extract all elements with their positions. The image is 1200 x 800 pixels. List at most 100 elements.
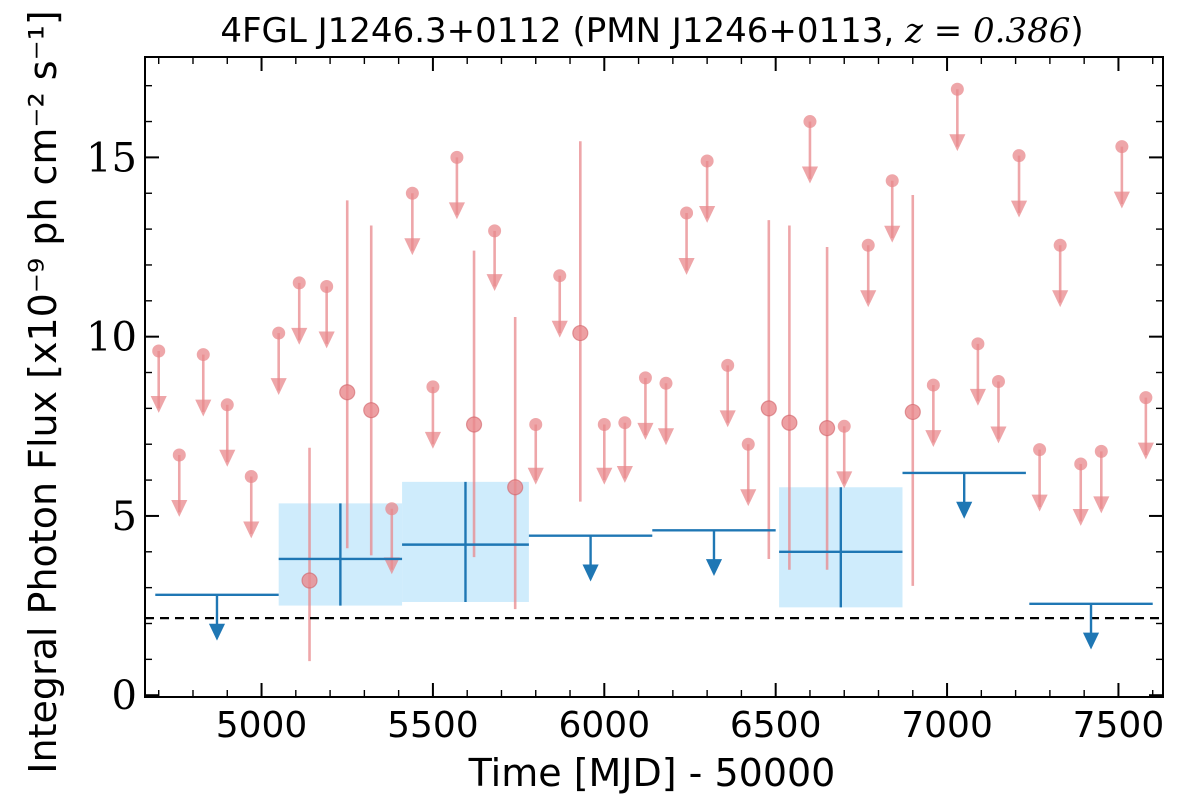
plot-area	[145, 82, 1163, 662]
y-tick-label-1: 5	[112, 494, 137, 540]
fine-upper-limit-point-11	[450, 150, 464, 164]
x-tick-label-1: 5500	[387, 705, 479, 746]
fine-upper-limit-point-31	[1012, 149, 1026, 163]
fine-upper-limit-34	[1072, 457, 1089, 526]
coarse-upper-limit-1	[528, 534, 653, 582]
fine-upper-limit-25	[860, 238, 877, 308]
fine-upper-limit-17	[637, 371, 654, 440]
coarse-upper-limit-2	[652, 529, 776, 577]
fine-upper-limit-arrow-1	[171, 500, 188, 517]
fine-detection-6	[760, 220, 777, 559]
fine-upper-limit-arrow-22	[740, 489, 757, 507]
fine-upper-limit-point-27	[926, 378, 940, 392]
fine-upper-limit-13	[527, 418, 544, 485]
fine-upper-limit-point-35	[1094, 444, 1108, 458]
fine-detection-point-2	[363, 402, 380, 419]
fine-upper-limit-arrow-31	[1010, 200, 1028, 218]
fine-upper-limit-point-34	[1074, 457, 1088, 471]
fine-upper-limit-4	[243, 469, 260, 539]
coarse-upper-limit-arrow-4	[1082, 632, 1100, 650]
fine-upper-limit-10	[424, 380, 441, 449]
fine-upper-limit-arrow-0	[150, 396, 167, 413]
fine-detection-0	[301, 447, 318, 662]
y-axis-label: Integral Photon Flux [x10⁻⁹ ph cm⁻² s⁻¹]	[21, 10, 65, 773]
fine-detection-point-4	[507, 479, 524, 496]
fine-upper-limit-arrow-12	[486, 274, 503, 292]
fine-upper-limit-21	[719, 358, 736, 428]
fine-upper-limit-32	[1031, 443, 1048, 512]
fine-upper-limit-37	[1137, 391, 1154, 460]
fine-upper-limit-30	[990, 374, 1007, 444]
coarse-upper-limit-4	[1029, 602, 1153, 650]
x-tick-label-4: 7000	[901, 705, 993, 746]
fine-upper-limit-point-22	[741, 437, 755, 451]
fine-upper-limit-24	[836, 419, 853, 489]
fine-upper-limit-point-15	[597, 418, 611, 432]
fine-upper-limit-arrow-29	[969, 388, 986, 406]
coarse-upper-limit-arrow-0	[208, 623, 226, 641]
fine-upper-limit-arrow-14	[551, 320, 568, 338]
coarse-upper-limit-arrow-2	[705, 559, 723, 577]
fine-upper-limit-9	[404, 186, 421, 256]
chart-title-close: )	[1070, 11, 1083, 51]
fine-upper-limit-35	[1093, 444, 1110, 514]
plot-frame	[144, 56, 1164, 698]
fine-upper-limit-arrow-34	[1072, 508, 1089, 526]
fine-upper-limit-point-24	[837, 419, 851, 433]
fine-upper-limit-point-17	[638, 371, 652, 385]
y-tick-label-2: 10	[86, 315, 137, 361]
fine-upper-limit-point-30	[991, 374, 1005, 388]
x-tick-label-3: 6500	[730, 705, 822, 746]
coarse-detection-0	[278, 503, 403, 606]
fine-upper-limit-33	[1052, 238, 1069, 308]
fine-upper-limit-arrow-9	[404, 238, 421, 256]
fine-upper-limit-arrow-10	[424, 431, 441, 449]
fine-detection-point-5	[572, 324, 589, 342]
fine-upper-limit-point-7	[320, 279, 334, 293]
fine-upper-limit-point-32	[1033, 443, 1047, 457]
fine-detection-2	[363, 225, 380, 556]
fine-upper-limit-point-28	[950, 82, 964, 96]
fine-upper-limit-point-3	[220, 398, 234, 412]
coarse-detection-2	[779, 487, 903, 608]
fine-upper-limit-point-21	[721, 358, 735, 372]
y-tick-label-0: 0	[112, 673, 137, 719]
fine-detection-5	[572, 141, 589, 502]
fine-detection-point-3	[465, 416, 483, 433]
fine-upper-limit-arrow-3	[219, 449, 236, 467]
fine-upper-limit-point-14	[553, 269, 567, 283]
fine-upper-limit-arrow-6	[291, 327, 308, 345]
fine-upper-limit-arrow-23	[801, 166, 819, 184]
fine-upper-limit-18	[657, 376, 675, 446]
fine-upper-limit-5	[270, 326, 287, 395]
fine-upper-limit-arrow-30	[990, 426, 1007, 444]
fine-upper-limit-arrow-37	[1137, 442, 1154, 460]
fine-upper-limit-point-12	[488, 224, 502, 238]
fine-upper-limit-point-10	[426, 380, 440, 394]
fine-upper-limit-15	[596, 418, 613, 485]
fine-upper-limit-point-8	[385, 502, 399, 516]
fine-upper-limit-point-2	[196, 348, 210, 362]
fine-upper-limit-26	[884, 174, 901, 243]
coarse-upper-limit-arrow-3	[956, 501, 973, 519]
fine-upper-limit-arrow-33	[1052, 290, 1069, 308]
chart-title-main: 4FGL J1246.3+0112 (PMN J1246+0113,	[220, 11, 905, 51]
fine-upper-limit-arrow-27	[925, 430, 942, 447]
x-tick-label-2: 6000	[558, 705, 650, 746]
fine-upper-limit-arrow-26	[884, 225, 901, 243]
fine-detection-point-9	[904, 403, 921, 421]
fine-upper-limit-point-6	[292, 276, 306, 290]
fine-upper-limit-arrow-16	[616, 465, 633, 483]
fine-upper-limit-point-4	[244, 469, 258, 483]
y-tick-label-3: 15	[86, 135, 137, 181]
fine-upper-limit-arrow-24	[836, 471, 853, 489]
fine-detection-3	[465, 250, 483, 558]
fine-upper-limit-arrow-4	[243, 521, 260, 539]
chart-title: 4FGL J1246.3+0112 (PMN J1246+0113, z = 0…	[220, 11, 1083, 51]
x-axis-label: Time [MJD] - 50000	[468, 751, 836, 795]
fine-upper-limit-point-19	[680, 206, 694, 220]
fine-upper-limit-arrow-36	[1113, 191, 1130, 209]
fine-upper-limit-point-18	[659, 376, 673, 390]
fine-upper-limit-7	[318, 279, 335, 349]
